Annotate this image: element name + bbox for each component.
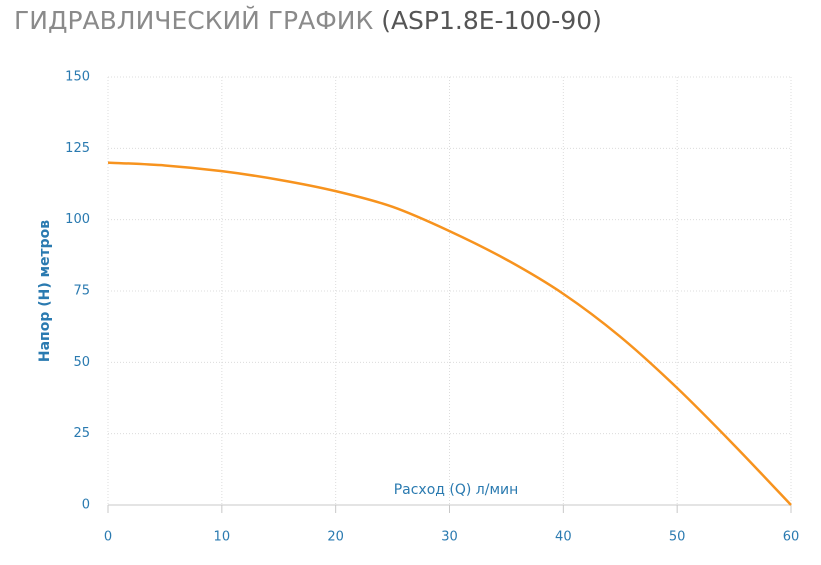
- chart-title: ГИДРАВЛИЧЕСКИЙ ГРАФИК: [14, 6, 373, 35]
- y-tick-label: 150: [65, 70, 90, 85]
- x-tick-label: 50: [669, 530, 686, 545]
- chart-subtitle: (ASP1.8E-100-90): [381, 6, 602, 35]
- x-tick-label: 30: [441, 530, 458, 545]
- x-axis-label: Расход (Q) л/мин: [394, 482, 519, 498]
- x-tick-label: 20: [327, 530, 344, 545]
- y-axis-label: Напор (H) метров: [37, 220, 53, 362]
- x-tick-label: 10: [214, 530, 231, 545]
- x-tick-label: 60: [783, 530, 800, 545]
- curve: [107, 161, 792, 506]
- x-tick-label: 40: [555, 530, 572, 545]
- y-tick-label: 100: [65, 212, 90, 227]
- x-tick-label: 0: [104, 530, 112, 545]
- y-tick-label: 50: [73, 355, 90, 370]
- y-tick-label: 125: [65, 141, 90, 156]
- y-tick-label: 0: [82, 498, 90, 513]
- y-tick-label: 25: [73, 426, 90, 441]
- y-tick-label: 75: [73, 284, 90, 299]
